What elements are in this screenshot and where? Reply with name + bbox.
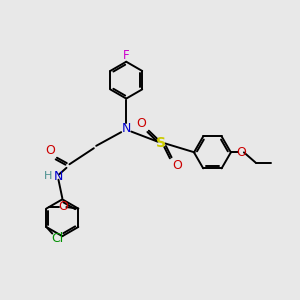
Text: S: S bbox=[156, 136, 166, 151]
Text: O: O bbox=[58, 200, 68, 213]
Text: Cl: Cl bbox=[51, 232, 63, 245]
Text: H: H bbox=[44, 172, 52, 182]
Text: O: O bbox=[173, 159, 183, 172]
Text: O: O bbox=[45, 143, 55, 157]
Text: N: N bbox=[53, 170, 63, 183]
Text: O: O bbox=[236, 146, 246, 159]
Text: F: F bbox=[123, 49, 130, 62]
Text: O: O bbox=[136, 117, 146, 130]
Text: N: N bbox=[122, 122, 131, 135]
